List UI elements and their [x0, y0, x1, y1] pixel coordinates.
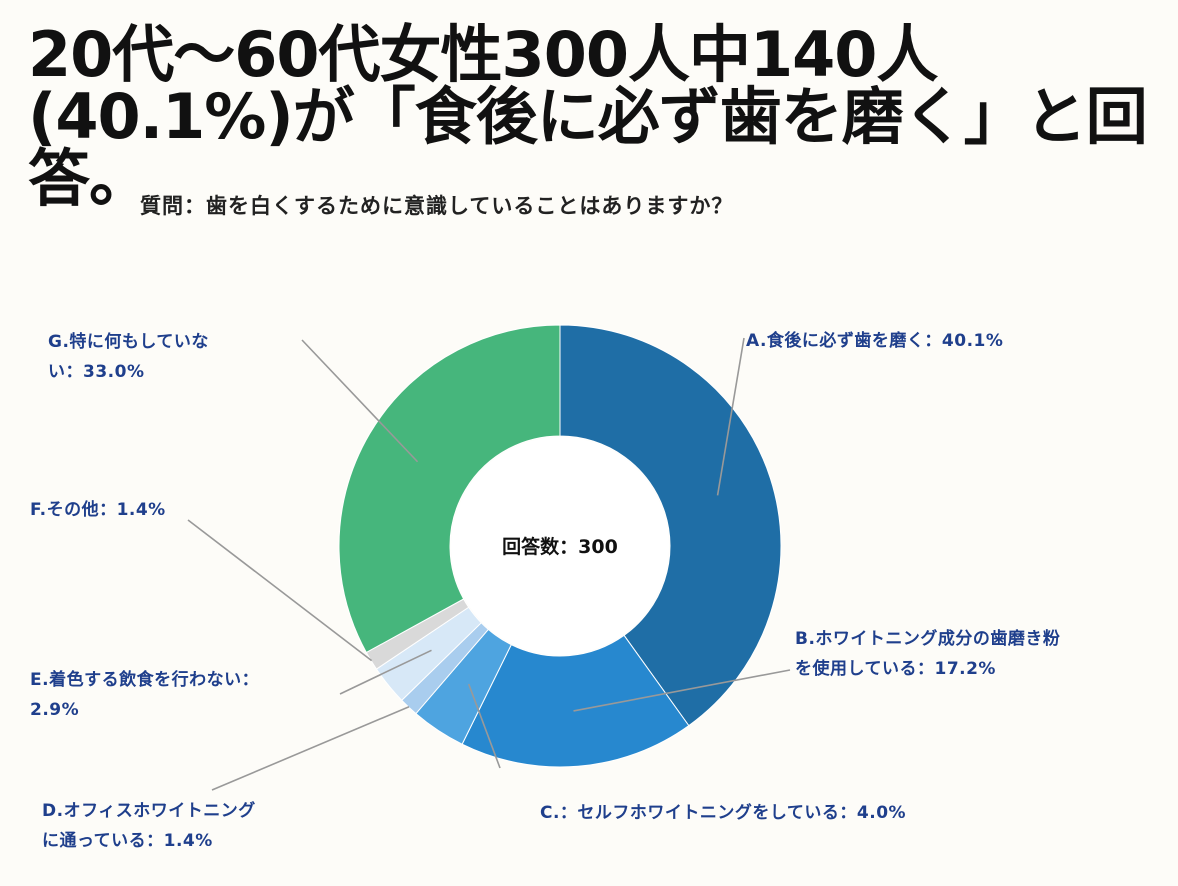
- slice-b: [461, 634, 690, 768]
- leader-line-d: [211, 706, 410, 791]
- leader-line-a: [716, 337, 745, 496]
- slice-label-line: A.食後に必ず歯を磨く：40.1%: [746, 330, 1003, 351]
- slice-label-line: D.オフィスホワイトニング: [42, 800, 256, 821]
- chart-title: 20代〜60代女性300人中140人(40.1%)が「食後に必ず歯を磨く」と回答…: [28, 18, 1148, 215]
- donut-hole: [451, 437, 669, 655]
- slice-label-line: い：33.0%: [48, 362, 144, 382]
- slice-label-a: A.食後に必ず歯を磨く：40.1%: [746, 330, 1003, 351]
- slice-label-line: B.ホワイトニング成分の歯磨き粉: [795, 628, 1060, 649]
- slice-label-line: C.：セルフホワイトニングをしている：4.0%: [540, 802, 906, 823]
- slice-label-line: F.その他：1.4%: [30, 499, 166, 520]
- slice-label-b: B.ホワイトニング成分の歯磨き粉を使用している：17.2%: [795, 628, 1060, 679]
- leader-line-c: [467, 683, 501, 769]
- slice-label-c: C.：セルフホワイトニングをしている：4.0%: [540, 802, 906, 823]
- leader-line-e: [339, 649, 432, 695]
- slice-label-line: E.着色する飲食を行わない：: [30, 669, 259, 690]
- slice-a: [559, 324, 782, 727]
- slice-label-g: G.特に何もしていない：33.0%: [48, 331, 209, 382]
- slices: [338, 324, 782, 768]
- leader-line-g: [301, 339, 419, 463]
- slice-label-line: を使用している：17.2%: [795, 658, 996, 679]
- slice-label-line: 2.9%: [30, 700, 79, 720]
- leader-line-b: [573, 669, 791, 712]
- slice-label-d: D.オフィスホワイトニングに通っている：1.4%: [42, 800, 256, 851]
- leader-lines: [187, 337, 791, 791]
- slice-label-line: G.特に何もしていな: [48, 331, 209, 352]
- slice-label-line: に通っている：1.4%: [42, 831, 213, 851]
- center-label: 回答数：300: [502, 535, 618, 558]
- chart-question: 質問：歯を白くするために意識していることはありますか？: [140, 194, 734, 218]
- slice-label-f: F.その他：1.4%: [30, 499, 166, 520]
- slice-labels: A.食後に必ず歯を磨く：40.1% B.ホワイトニング成分の歯磨き粉を使用している…: [30, 330, 1060, 851]
- leader-line-f: [187, 519, 373, 662]
- slice-label-e: E.着色する飲食を行わない： 2.9%: [30, 669, 259, 720]
- slice-g: [338, 324, 561, 654]
